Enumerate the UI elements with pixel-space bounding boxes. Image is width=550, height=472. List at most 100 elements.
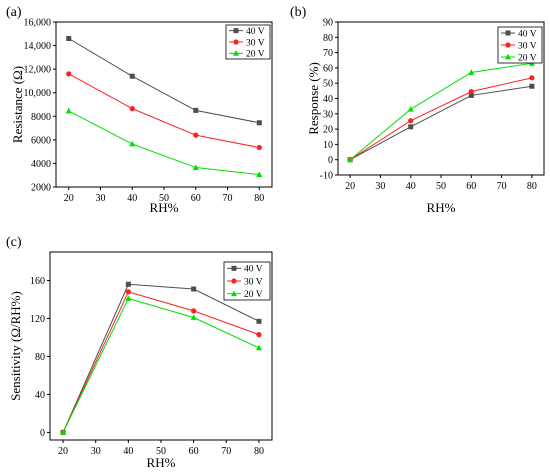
y-axis-label: Resistance (Ω) bbox=[10, 66, 25, 143]
y-tick-label: 80 bbox=[35, 352, 45, 363]
x-tick-label: 20 bbox=[64, 193, 74, 204]
data-point bbox=[255, 344, 262, 351]
series-line-40v bbox=[68, 38, 260, 124]
x-tick-label: 60 bbox=[189, 446, 199, 457]
legend-label: 30 V bbox=[244, 277, 263, 287]
y-tick-label: 70 bbox=[323, 48, 333, 59]
legend-label: 20 V bbox=[246, 50, 265, 60]
x-tick-label: 70 bbox=[497, 181, 507, 192]
x-tick-label: 30 bbox=[375, 181, 385, 192]
legend: 40 V30 V 20 V bbox=[225, 24, 271, 60]
y-tick-label: 4000 bbox=[31, 159, 51, 170]
data-point bbox=[407, 106, 414, 112]
legend-label: 20 V bbox=[244, 290, 263, 300]
y-tick-label: 16,000 bbox=[24, 18, 52, 29]
legend-marker bbox=[233, 50, 239, 56]
chart-panel-1: (a) 20 30 40 50 60 70 80 2000 4000 6000 8000 10,000 1… bbox=[6, 5, 273, 215]
series-line-30v bbox=[68, 73, 260, 149]
data-point bbox=[193, 132, 199, 138]
data-point bbox=[256, 171, 263, 178]
data-point bbox=[129, 140, 136, 147]
series-line-20v bbox=[349, 62, 532, 161]
legend-label: 40 V bbox=[244, 265, 263, 275]
y-tick-label: 120 bbox=[30, 314, 45, 325]
data-point bbox=[66, 36, 72, 41]
x-tick-label: 40 bbox=[127, 193, 137, 204]
data-point bbox=[65, 107, 72, 114]
data-point bbox=[256, 144, 262, 151]
x-tick-label: 70 bbox=[221, 446, 231, 457]
legend-marker bbox=[505, 42, 511, 48]
x-tick-label: 30 bbox=[95, 193, 105, 204]
y-tick-label: 160 bbox=[30, 276, 45, 287]
y-tick-label: 30 bbox=[323, 109, 333, 120]
panel-label: (a) bbox=[6, 5, 22, 20]
chart-panel-2: (b) 20 30 40 50 60 70 80 -10 0 10 20 30 40 50 60 70 80 90 R… bbox=[290, 5, 545, 215]
legend-label: 20 V bbox=[518, 53, 537, 63]
series-line-20v bbox=[68, 110, 260, 176]
legend-marker bbox=[233, 28, 239, 34]
data-point bbox=[129, 106, 135, 112]
y-tick-label: 2000 bbox=[31, 183, 51, 194]
y-tick-label: 20 bbox=[323, 125, 333, 136]
series-line-20v bbox=[62, 297, 260, 433]
data-point bbox=[256, 332, 262, 338]
chart-panel-3: (c) 20 30 40 50 60 70 80 0 40 80 120 160 RH% Sensitivi… bbox=[6, 235, 273, 470]
y-tick-label: 0 bbox=[328, 155, 333, 166]
data-point bbox=[125, 295, 132, 301]
data-point bbox=[192, 164, 199, 170]
legend-marker bbox=[231, 265, 237, 271]
panel-label: (c) bbox=[6, 235, 22, 250]
x-axis-label: RH% bbox=[150, 200, 179, 215]
y-tick-label: 10,000 bbox=[24, 88, 52, 99]
x-tick-label: 70 bbox=[223, 193, 233, 204]
legend-label: 40 V bbox=[518, 29, 537, 39]
panel-label: (b) bbox=[290, 5, 307, 20]
data-point bbox=[529, 83, 535, 89]
y-tick-label: 0 bbox=[40, 428, 45, 439]
y-tick-label: 6000 bbox=[31, 135, 51, 146]
series-line-30v bbox=[349, 77, 532, 161]
data-point bbox=[191, 286, 197, 292]
y-tick-label: 10 bbox=[323, 140, 333, 151]
data-point bbox=[60, 429, 67, 435]
legend-marker bbox=[231, 290, 237, 297]
legend: 40 V 30 V 20 V bbox=[223, 261, 271, 301]
x-axis-label: RH% bbox=[427, 200, 456, 215]
y-tick-label: 60 bbox=[323, 63, 333, 74]
y-tick-label: 80 bbox=[323, 33, 333, 44]
legend-label: 30 V bbox=[518, 41, 537, 51]
data-point bbox=[129, 73, 135, 79]
y-tick-label: 8000 bbox=[31, 112, 51, 123]
y-tick-label: 90 bbox=[323, 18, 333, 29]
x-tick-label: 40 bbox=[123, 446, 133, 457]
data-point bbox=[408, 124, 414, 130]
x-tick-label: 50 bbox=[436, 181, 446, 192]
series-line-40v bbox=[62, 283, 260, 433]
legend-label: 40 V bbox=[246, 27, 265, 37]
y-axis-label: Response (%) bbox=[306, 62, 321, 135]
data-point bbox=[190, 314, 197, 320]
data-point bbox=[468, 92, 474, 98]
y-tick-label: 50 bbox=[323, 79, 333, 90]
legend-marker bbox=[231, 278, 237, 284]
x-tick-label: 20 bbox=[58, 446, 68, 457]
y-axis-label: Sensitivity (Ω/RH%) bbox=[8, 291, 23, 401]
x-axis-label: RH% bbox=[147, 455, 176, 470]
legend-label: 30 V bbox=[246, 38, 265, 48]
legend: 40 V 30 V 20 V bbox=[497, 26, 543, 64]
x-tick-label: 80 bbox=[254, 446, 264, 457]
data-point bbox=[256, 120, 262, 126]
series-line-30v bbox=[62, 291, 260, 433]
x-tick-label: 30 bbox=[91, 446, 101, 457]
x-tick-label: 20 bbox=[345, 181, 355, 192]
y-tick-label: 40 bbox=[323, 94, 333, 105]
legend-marker bbox=[505, 53, 511, 60]
x-tick-label: 80 bbox=[527, 181, 537, 192]
x-tick-label: 50 bbox=[159, 193, 169, 204]
data-point bbox=[125, 281, 131, 287]
x-tick-label: 80 bbox=[254, 193, 264, 204]
data-point bbox=[408, 118, 414, 124]
data-point bbox=[193, 107, 199, 113]
